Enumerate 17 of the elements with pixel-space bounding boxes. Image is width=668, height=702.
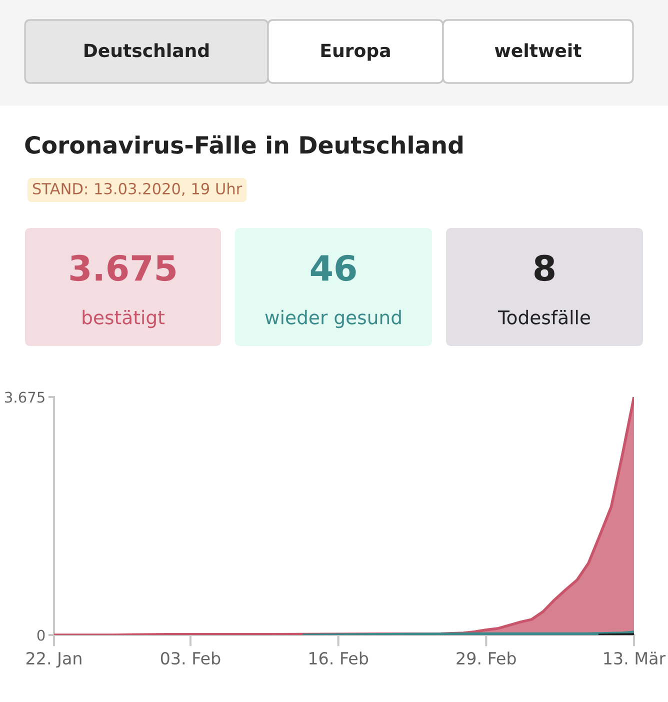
x-tick-label: 29. Feb	[456, 652, 516, 665]
text: Europa	[321, 44, 390, 61]
text: Deutschland	[84, 43, 209, 58]
chart-title: Coronavirus-Fälle in Deutschland	[25, 135, 462, 154]
x-tick-label: 16. Feb	[309, 652, 368, 665]
chart-subtitle: STAND: 13.03.2020, 19 Uhr	[33, 182, 242, 196]
text: bestätigt	[82, 310, 164, 328]
x-tick-label: 03. Feb	[160, 652, 220, 665]
y-tick-label: 0	[37, 630, 45, 641]
text: 46	[310, 254, 356, 282]
text: 3.675	[70, 254, 176, 282]
text: weltweit	[494, 43, 582, 58]
x-tick-label: 22. Jan	[26, 652, 82, 668]
text: 8	[534, 254, 554, 282]
text: Todesfälle	[498, 310, 590, 324]
x-tick-label: 13. Mär	[604, 652, 666, 665]
text: wieder gesund	[265, 310, 401, 328]
